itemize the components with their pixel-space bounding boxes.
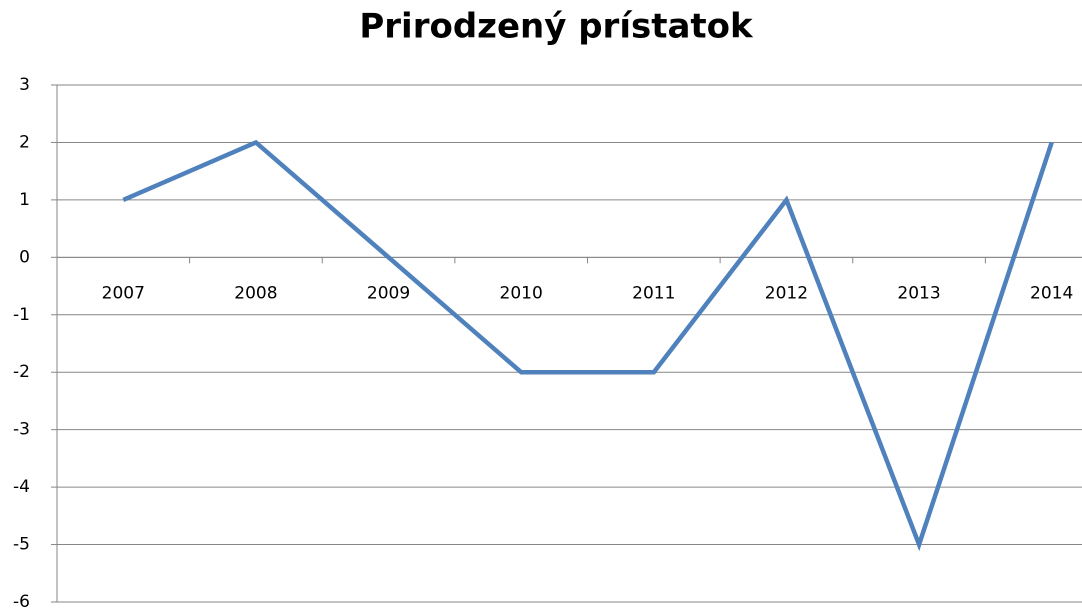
y-tick-label: 3	[19, 75, 30, 95]
x-tick-label: 2010	[500, 283, 543, 303]
y-tick-label: 1	[19, 190, 30, 210]
y-tick-label: -5	[13, 535, 30, 555]
chart-title: Prirodzený prístatok	[359, 7, 754, 47]
y-tick-label: -6	[13, 592, 30, 612]
x-tick-label: 2012	[765, 283, 808, 303]
y-tick-label: -1	[13, 305, 30, 325]
x-tick-label: 2011	[632, 283, 675, 303]
line-series	[122, 139, 1054, 552]
y-tick-label: -4	[13, 477, 30, 497]
x-tick-label: 2013	[897, 283, 940, 303]
y-tick-label: -2	[13, 362, 30, 382]
y-tick-label: 2	[19, 132, 30, 152]
y-tick-label: 0	[19, 247, 30, 267]
x-tick-label: 2009	[367, 283, 410, 303]
x-tick-label: 2008	[234, 283, 277, 303]
x-tick-label: 2007	[102, 283, 145, 303]
y-tick-label: -3	[13, 420, 30, 440]
x-tick-label: 2014	[1030, 283, 1073, 303]
